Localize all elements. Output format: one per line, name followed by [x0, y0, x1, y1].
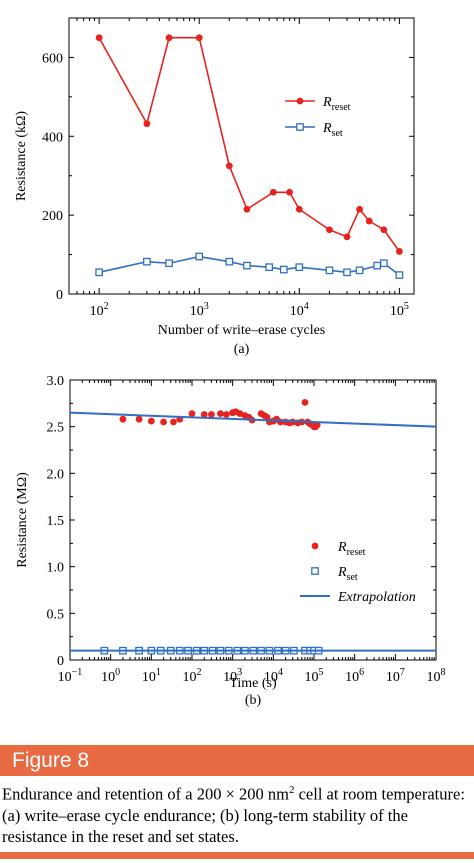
- y-tick-label: 1.5: [47, 514, 65, 529]
- x-tick-label: 101: [142, 667, 161, 685]
- x-tick-label: 108: [427, 667, 446, 685]
- series-2: [69, 411, 437, 652]
- x-tick-label: 103: [223, 667, 242, 685]
- legend-marker: [311, 542, 319, 550]
- x-tick-label: 105: [390, 301, 409, 319]
- x-tick-label: 105: [305, 667, 324, 685]
- data-point: [208, 411, 215, 418]
- figure-caption: Endurance and retention of a 200 × 200 n…: [2, 780, 472, 847]
- data-point: [365, 217, 373, 225]
- series-line: [98, 36, 401, 252]
- data-point: [165, 259, 173, 268]
- x-tick-label: 103: [190, 301, 209, 319]
- y-axis-label: Resistance (kΩ): [14, 111, 29, 201]
- y-tick-label: 0.5: [47, 607, 65, 622]
- caption-superscript: 2: [288, 784, 295, 796]
- x-tick-label: 102: [183, 667, 202, 685]
- y-tick-label: 0: [56, 288, 63, 303]
- data-point: [325, 266, 334, 275]
- data-point: [243, 205, 251, 213]
- data-point: [147, 417, 155, 425]
- legend-label: Rreset: [322, 95, 351, 113]
- data-point: [143, 120, 151, 128]
- y-tick-label: 3.0: [47, 374, 65, 389]
- data-point: [143, 257, 151, 266]
- data-point: [243, 261, 251, 270]
- caption-text-1: Endurance and retention of a 200 × 200 n…: [2, 784, 289, 804]
- data-point: [355, 266, 364, 275]
- data-point: [200, 411, 208, 418]
- y-axis-label: Resistance (MΩ): [15, 472, 30, 568]
- chart-a: 0 200 400 600 102 103 104 105 Number of write–er…: [14, 17, 415, 357]
- data-point: [395, 248, 403, 255]
- data-point: [380, 259, 388, 268]
- data-point: [326, 226, 333, 234]
- data-point: [160, 418, 167, 426]
- data-point: [95, 268, 103, 277]
- legend-label: Rset: [322, 121, 343, 139]
- data-point: [119, 415, 127, 423]
- data-point: [295, 263, 304, 272]
- data-point: [269, 188, 277, 196]
- x-axis-label: Number of write–erase cycles: [158, 323, 326, 338]
- series-0: [119, 399, 321, 431]
- series-1: [95, 252, 404, 279]
- data-point: [195, 252, 204, 261]
- x-tick-label: 102: [90, 301, 109, 319]
- data-point: [373, 261, 382, 270]
- data-point: [195, 34, 203, 42]
- legend-marker: [296, 123, 304, 131]
- data-point: [188, 410, 196, 417]
- extrapolation-line: [69, 411, 437, 428]
- data-point: [295, 205, 303, 213]
- data-point: [286, 188, 293, 196]
- data-point: [225, 257, 234, 266]
- caption-text-2: cell at room temperature: (a) write–eras…: [2, 784, 465, 846]
- x-tick-label: 10−1: [58, 667, 83, 685]
- y-tick-label: 1.0: [47, 561, 65, 576]
- data-point: [301, 399, 309, 406]
- data-point: [95, 34, 103, 42]
- legend: Rreset Rset Extrapolation: [300, 540, 416, 605]
- x-tick-label: 107: [386, 667, 405, 685]
- bottom-rule: [0, 852, 474, 859]
- data-point: [225, 162, 233, 170]
- y-tick-label: 2.0: [47, 467, 65, 482]
- series-0: [95, 34, 403, 255]
- figure-banner: Figure 8: [0, 745, 474, 776]
- data-point: [395, 271, 404, 279]
- data-point: [380, 226, 388, 234]
- data-point: [265, 263, 274, 272]
- legend: Rreset Rset: [285, 95, 351, 139]
- legend-label: Extrapolation: [337, 590, 416, 605]
- figure-label: Figure 8: [12, 749, 90, 772]
- legend-marker: [311, 567, 319, 575]
- chart-b: 0 0.5 1.0 1.5 2.0 2.5 3.0 10−1 100 101 102 103 104 10…: [15, 374, 446, 708]
- panel-label: (b): [245, 693, 262, 708]
- data-point: [135, 415, 143, 423]
- data-point: [222, 411, 230, 418]
- legend-label: Rreset: [337, 540, 366, 558]
- y-tick-label: 200: [42, 209, 63, 224]
- legend-marker: [296, 97, 304, 105]
- x-tick-label: 104: [290, 301, 309, 319]
- y-tick-label: 400: [42, 130, 63, 145]
- data-point: [279, 265, 288, 274]
- x-tick-label: 104: [264, 667, 283, 685]
- y-tick-label: 600: [42, 51, 63, 66]
- data-point: [343, 233, 351, 241]
- data-point: [343, 268, 351, 277]
- data-point: [356, 205, 363, 213]
- legend-label: Rset: [337, 565, 358, 583]
- y-tick-label: 0: [57, 654, 64, 669]
- x-tick-label: 106: [345, 667, 364, 685]
- y-tick-label: 2.5: [47, 421, 65, 436]
- x-tick-label: 100: [101, 667, 120, 685]
- data-point: [165, 34, 173, 42]
- plot-frame: [68, 17, 415, 295]
- data-point: [217, 410, 224, 417]
- data-point: [170, 418, 177, 426]
- x-axis-label: Time (s): [229, 676, 277, 691]
- panel-label: (a): [234, 342, 250, 357]
